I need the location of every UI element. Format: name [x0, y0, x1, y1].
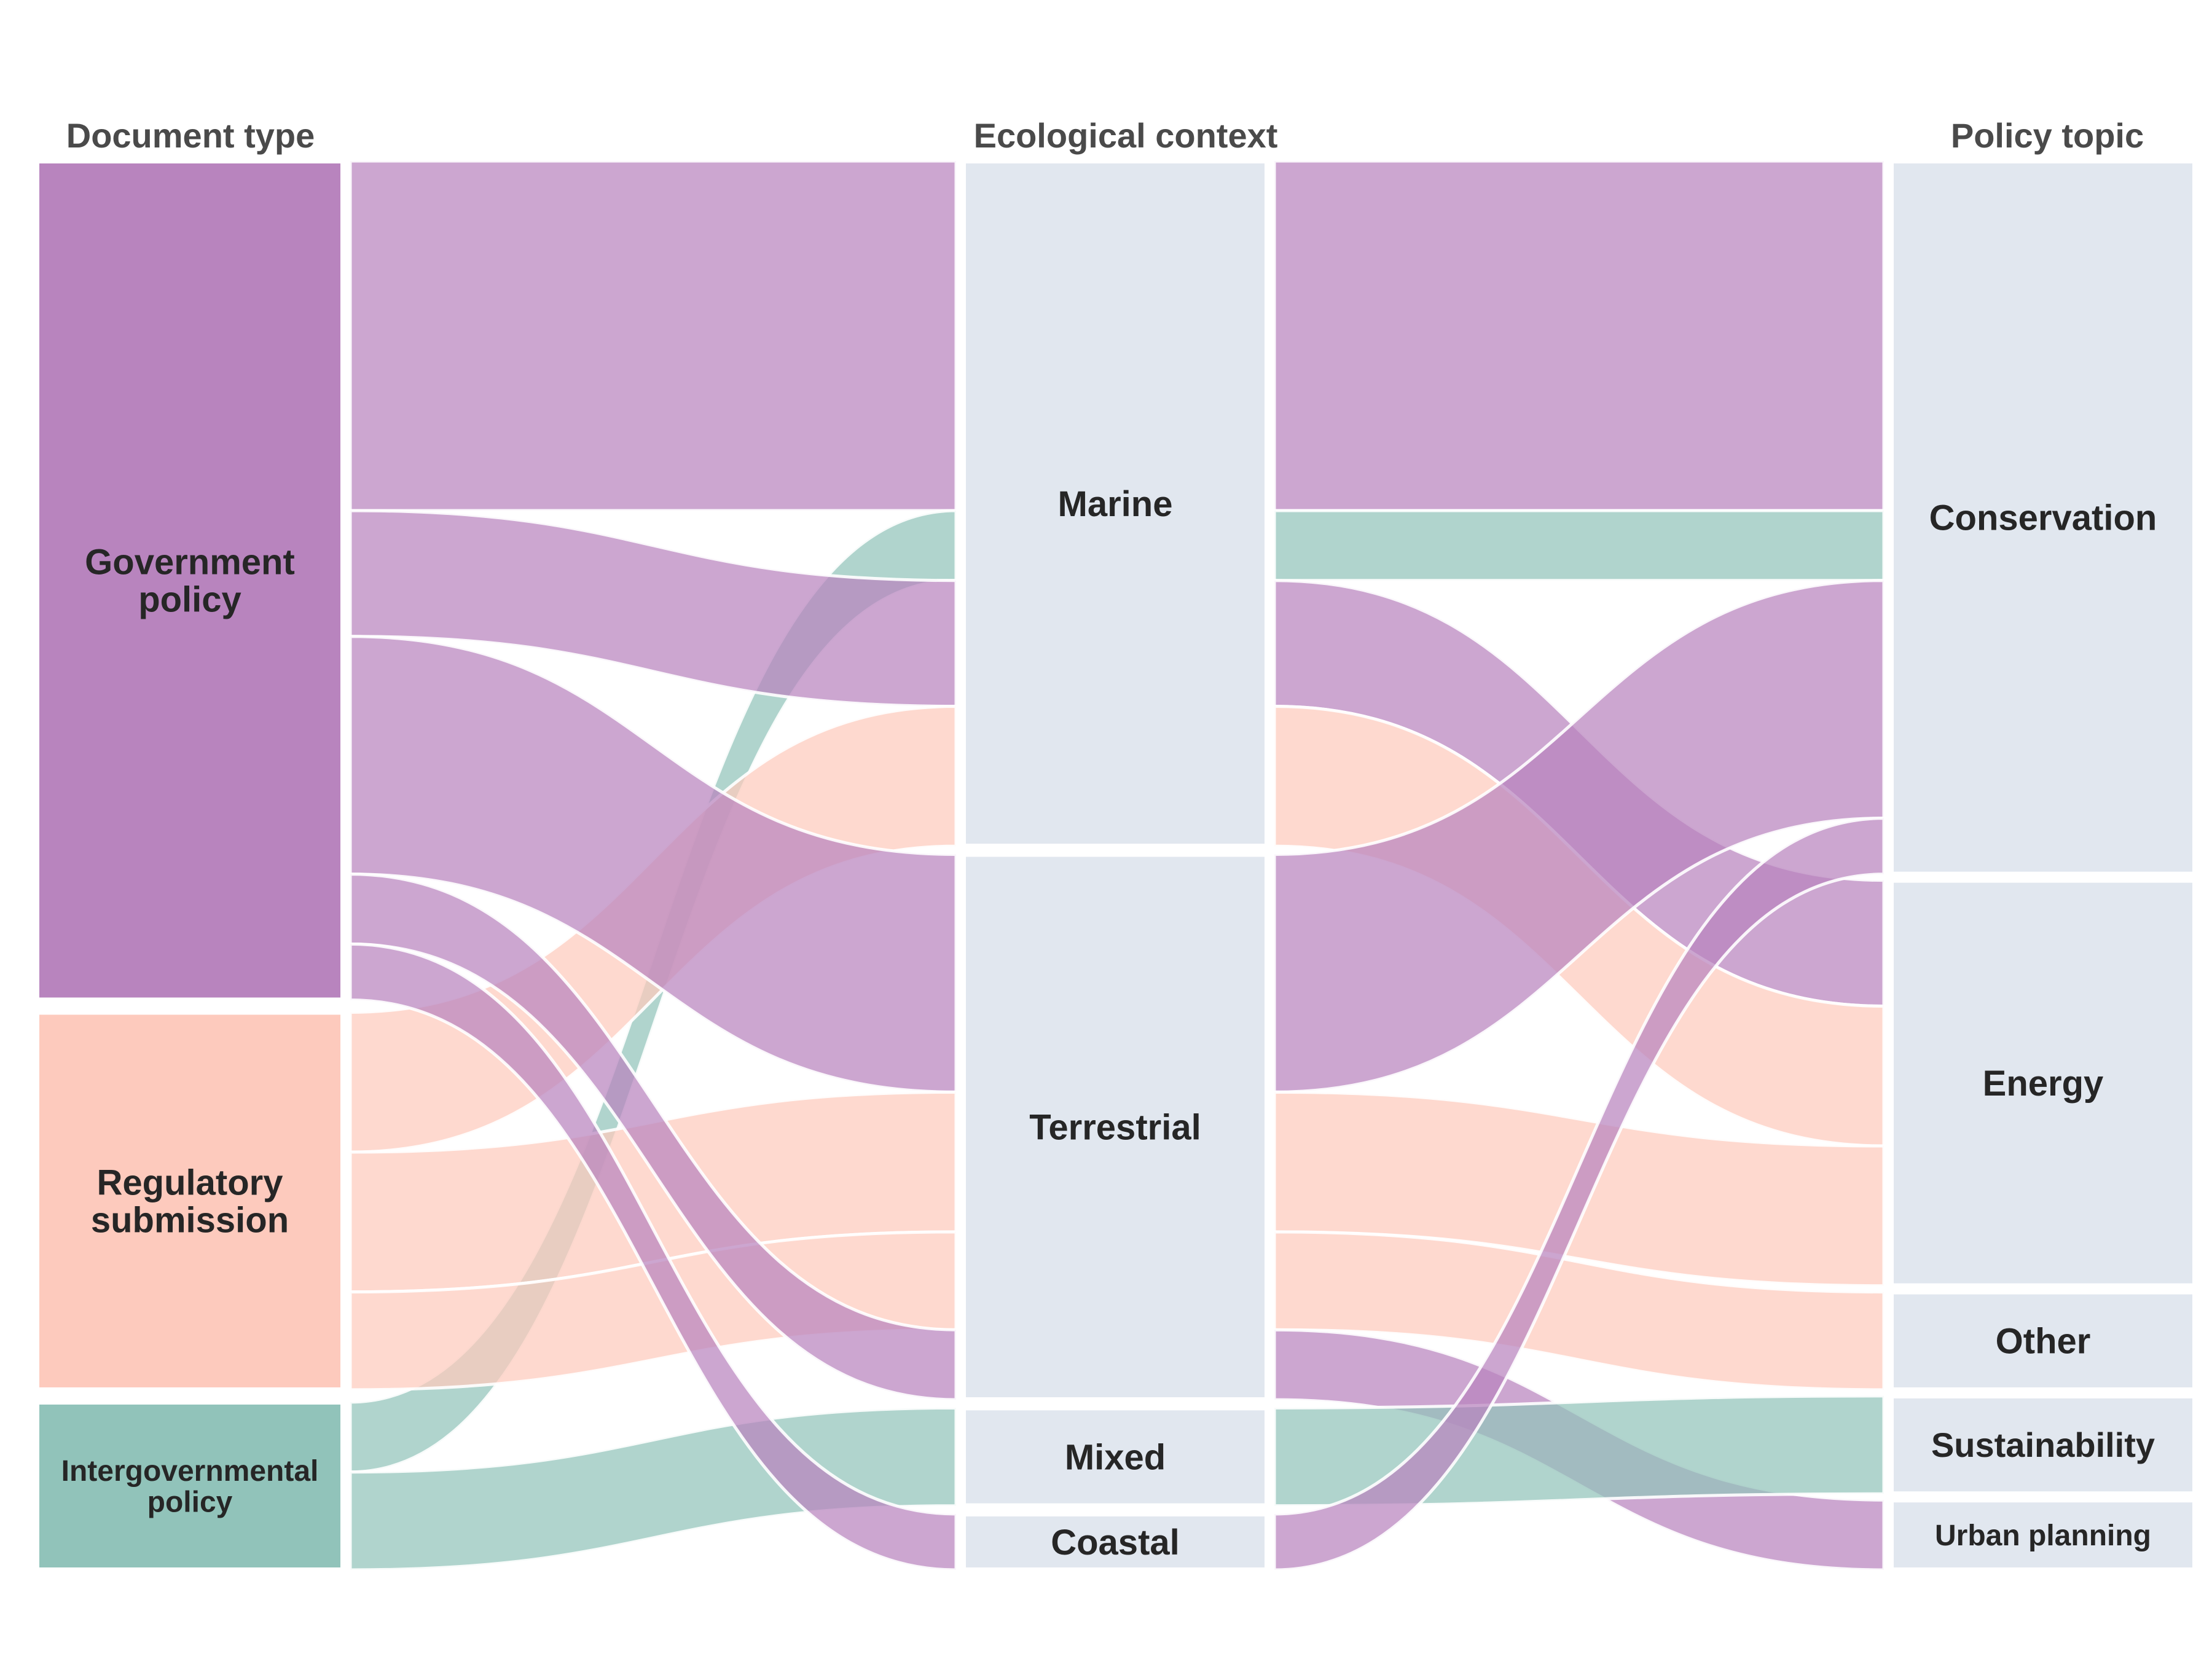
node-label-topic-sustainability: Sustainability — [1931, 1426, 2155, 1464]
flow-gov-coastal-conservation-segment-2 — [1273, 817, 1886, 1572]
node-eco-marine — [961, 159, 1269, 849]
flow-reg-terrestrial-other-segment-2 — [1273, 1230, 1886, 1392]
nodes — [34, 159, 2197, 1573]
node-eco-coastal — [961, 1511, 1269, 1573]
node-label-eco-marine: Marine — [1058, 484, 1173, 524]
node-eco-terrestrial — [961, 852, 1269, 1403]
flows — [348, 159, 1886, 1572]
flow-gov-marine-conservation-segment-1 — [348, 159, 958, 512]
node-label-doc-reg: Regulatory submission — [91, 1163, 289, 1241]
node-label-topic-conservation: Conservation — [1929, 498, 2157, 538]
flow-igo-mixed-sustainability-segment-1 — [348, 1406, 958, 1572]
axis-titles: Document type Ecological context Policy … — [66, 116, 2144, 155]
node-label-eco-coastal: Coastal — [1051, 1523, 1180, 1563]
node-topic-energy — [1889, 877, 2197, 1288]
node-topic-conservation — [1889, 159, 2197, 877]
node-label-topic-energy: Energy — [1983, 1064, 2104, 1104]
node-topic-other — [1889, 1289, 2197, 1392]
flow-igo-marine-conservation-segment-2 — [1273, 509, 1886, 582]
node-label-doc-igo: Intergovernmental policy — [61, 1455, 319, 1518]
flow-gov-coastal-conservation-segment-1 — [348, 942, 958, 1572]
node-label-topic-urban: Urban planning — [1935, 1520, 2151, 1552]
node-label-eco-mixed: Mixed — [1065, 1437, 1166, 1477]
node-doc-gov — [34, 159, 345, 1003]
node-label-doc-gov: Government policy — [85, 543, 295, 620]
node-label-eco-terrestrial: Terrestrial — [1029, 1108, 1201, 1148]
node-topic-urban — [1889, 1497, 2197, 1573]
labels: Government policy Regulatory submission Inte… — [61, 484, 2157, 1563]
node-doc-reg — [34, 1010, 345, 1392]
flow-gov-marine-conservation-segment-2 — [1273, 159, 1886, 512]
axis-title-policy-topic: Policy topic — [1951, 116, 2144, 155]
node-label-topic-other: Other — [1996, 1322, 2091, 1362]
flow-gov-terrestrial-urban-segment-1 — [348, 873, 958, 1402]
axis-title-ecological-context: Ecological context — [974, 116, 1278, 155]
axis-title-document-type: Document type — [66, 116, 315, 155]
node-topic-sustainability — [1889, 1393, 2197, 1497]
node-eco-mixed — [961, 1405, 1269, 1508]
node-doc-igo — [34, 1399, 345, 1573]
